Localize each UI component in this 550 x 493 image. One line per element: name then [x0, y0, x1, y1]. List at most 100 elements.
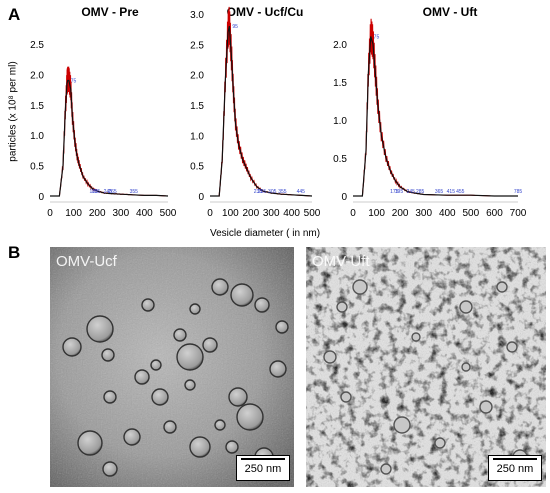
- chart-1-ytick: 0: [38, 192, 44, 203]
- chart-2-xtick: 300: [263, 208, 280, 219]
- chart-3-size-label: 195: [395, 189, 404, 195]
- chart-2-xtick: 100: [222, 208, 239, 219]
- chart-1-xtick: 300: [112, 208, 129, 219]
- vesicle: [150, 359, 162, 371]
- vesicle: [380, 463, 392, 475]
- chart-2-size-label: 305: [268, 189, 277, 195]
- chart-3-xtick: 200: [392, 208, 409, 219]
- vesicle: [163, 420, 177, 434]
- vesicle: [202, 337, 218, 353]
- chart-3-size-label: 415: [447, 189, 456, 195]
- tem-image-uft-graphic: [306, 247, 546, 487]
- vesicle: [77, 430, 103, 456]
- chart-3-ytick: 2.0: [333, 40, 347, 51]
- chart-2-xtick: 0: [207, 208, 213, 219]
- chart-1-size-label: 195: [92, 189, 101, 195]
- chart-3-size-label: 175: [390, 189, 399, 195]
- vesicle: [62, 337, 82, 357]
- scale-bar-uft-text: 250 nm: [496, 463, 534, 475]
- chart-3-xtick: 700: [510, 208, 527, 219]
- chart-3-xtick: 100: [368, 208, 385, 219]
- vesicle: [434, 437, 446, 449]
- chart-1-xtick: 100: [65, 208, 82, 219]
- vesicle: [189, 303, 201, 315]
- vesicle: [269, 360, 287, 378]
- chart-2-size-label: 445: [297, 189, 306, 195]
- chart-1-size-label: 265: [108, 189, 117, 195]
- chart-3-size-label: 365: [435, 189, 444, 195]
- chart-1-ytick: 1.5: [30, 101, 44, 112]
- chart-3-series: [353, 36, 518, 197]
- vesicle: [103, 390, 117, 404]
- vesicle: [228, 387, 248, 407]
- chart-2-ytick: 1.0: [190, 131, 204, 142]
- chart-3-peak-label: 75: [374, 34, 380, 40]
- chart-2-peak-label: 95: [232, 24, 238, 30]
- chart-1-xtick: 200: [89, 208, 106, 219]
- chart-2-xtick: 200: [242, 208, 259, 219]
- tem-image-uft: OMV-Uft 250 nm: [306, 247, 546, 487]
- vesicle: [214, 419, 226, 431]
- chart-2-size-label: 235: [254, 189, 263, 195]
- vesicle: [230, 283, 254, 307]
- chart-1-xtick: 400: [136, 208, 153, 219]
- chart-1-ytick: 1.0: [30, 131, 44, 142]
- vesicle: [352, 279, 368, 295]
- chart-1-size-label: 355: [130, 189, 139, 195]
- chart-1-ytick: 0.5: [30, 162, 44, 173]
- chart-3-ytick: 0: [341, 192, 347, 203]
- chart-3-ytick: 1.0: [333, 116, 347, 127]
- vesicle: [323, 350, 337, 364]
- chart-3-xtick: 500: [463, 208, 480, 219]
- scale-bar-uft-line: [493, 458, 537, 460]
- chart-1-peak-label: 75: [71, 78, 77, 84]
- chart-3-xtick: 400: [439, 208, 456, 219]
- chart-2-xtick: 400: [283, 208, 300, 219]
- scale-bar-ucf: 250 nm: [236, 455, 290, 481]
- tem-image-ucf: OMV-Ucf 250 nm: [50, 247, 294, 487]
- panel-label-a: A: [8, 5, 21, 24]
- chart-1-ytick: 2.5: [30, 40, 44, 51]
- chart-3-ytick: 1.5: [333, 78, 347, 89]
- vesicle: [506, 341, 518, 353]
- vesicle: [101, 348, 115, 362]
- panel-label-b: B: [8, 243, 21, 262]
- vesicle: [254, 297, 270, 313]
- vesicle: [86, 315, 114, 343]
- vesicle: [176, 343, 204, 371]
- vesicle: [141, 298, 155, 312]
- vesicle: [134, 369, 150, 385]
- chart-2-size-label: 255: [258, 189, 267, 195]
- vesicle: [275, 320, 289, 334]
- vesicle: [496, 281, 508, 293]
- tem-image-ucf-graphic: [50, 247, 294, 487]
- vesicle: [479, 400, 493, 414]
- vesicle: [211, 278, 229, 296]
- chart-1-series: [50, 79, 169, 197]
- chart-2-xtick: 500: [304, 208, 321, 219]
- vesicle: [189, 436, 211, 458]
- chart-3-xtick: 0: [350, 208, 356, 219]
- chart-3-size-label: 245: [407, 189, 416, 195]
- vesicle: [340, 391, 352, 403]
- vesicle: [236, 403, 264, 431]
- chart-1-size-label: 245: [104, 189, 113, 195]
- chart-3-size-label: 785: [514, 189, 523, 195]
- vesicle: [173, 328, 187, 342]
- chart-2-series: [210, 25, 313, 197]
- chart-2-ytick: 1.5: [190, 101, 204, 112]
- chart-1-ytick: 2.0: [30, 70, 44, 81]
- vesicle: [393, 416, 411, 434]
- chart-3-xtick: 300: [415, 208, 432, 219]
- chart-2-title: OMV - Ucf/Cu: [227, 5, 304, 19]
- vesicle: [151, 388, 169, 406]
- chart-2-ytick: 0.5: [190, 162, 204, 173]
- chart-3-size-label: 455: [456, 189, 465, 195]
- chart-3-title: OMV - Uft: [423, 5, 478, 19]
- scale-bar-ucf-line: [241, 458, 285, 460]
- chart-3-raw-series: [353, 18, 515, 197]
- chart-2-ytick: 3.0: [190, 10, 204, 21]
- x-axis-label: Vesicle diameter ( in nm): [210, 228, 321, 239]
- vesicle: [102, 461, 118, 477]
- chart-1-title: OMV - Pre: [81, 5, 139, 19]
